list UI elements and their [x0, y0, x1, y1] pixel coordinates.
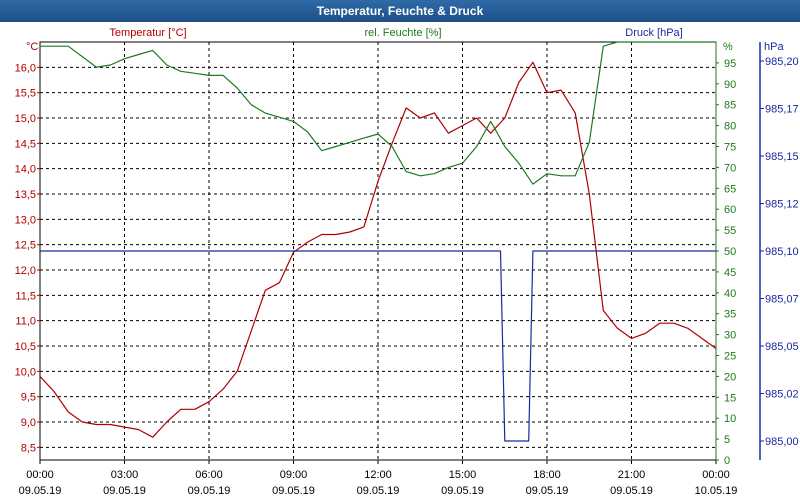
axis-labels: 00:00 09.05.19 03:00 09.05.19 06:00 09.05.19 0…: [15, 56, 799, 497]
x-tick-date: 10.05.19: [695, 485, 738, 497]
humidity-tick-label: 10: [724, 413, 736, 425]
x-tick-time: 15:00: [449, 469, 477, 481]
humidity-tick-label: 55: [724, 225, 736, 237]
humidity-tick-label: 0: [724, 455, 730, 467]
x-tick-time: 09:00: [280, 469, 308, 481]
temperature-tick-label: 12,5: [15, 240, 36, 252]
pressure-tick-label: 985,07: [765, 294, 799, 306]
series-group: [39, 41, 717, 442]
grid-lines: [37, 42, 764, 464]
x-tick-date: 09.05.19: [103, 485, 146, 497]
pressure-tick-label: 985,12: [765, 199, 799, 211]
humidity-tick-label: 45: [724, 267, 736, 279]
temperature-tick-label: 12,0: [15, 265, 36, 277]
humidity-tick-label: 15: [724, 392, 736, 404]
humidity-tick-label: 30: [724, 330, 736, 342]
humidity-tick-label: 60: [724, 204, 736, 216]
temperature-tick-label: 10,5: [15, 341, 36, 353]
temperature-tick-label: 8,5: [21, 442, 36, 454]
x-tick-date: 09.05.19: [188, 485, 231, 497]
pressure-tick-label: 985,05: [765, 341, 799, 353]
temperature-unit: °C: [26, 41, 38, 53]
pressure-line: [40, 250, 716, 442]
pressure-tick-label: 985,00: [765, 436, 799, 448]
humidity-tick-label: 20: [724, 371, 736, 383]
x-tick-date: 09.05.19: [357, 485, 400, 497]
humidity-tick-label: 75: [724, 142, 736, 154]
humidity-tick-label: 85: [724, 100, 736, 112]
pressure-unit: hPa: [764, 41, 784, 53]
x-tick-time: 00:00: [702, 469, 730, 481]
temperature-tick-label: 15,0: [15, 113, 36, 125]
humidity-tick-label: 65: [724, 183, 736, 195]
pressure-tick-label: 985,02: [765, 389, 799, 401]
temperature-line: [39, 61, 717, 438]
temperature-tick-label: 15,5: [15, 88, 36, 100]
humidity-tick-label: 5: [724, 434, 730, 446]
temperature-tick-label: 10,0: [15, 366, 36, 378]
humidity-tick-label: 50: [724, 246, 736, 258]
humidity-tick-label: 25: [724, 351, 736, 363]
pressure-tick-label: 985,15: [765, 151, 799, 163]
x-tick-time: 06:00: [195, 469, 223, 481]
x-tick-time: 12:00: [364, 469, 392, 481]
pressure-axis-label: Druck [hPa]: [625, 27, 682, 39]
x-tick-time: 21:00: [618, 469, 646, 481]
temperature-tick-label: 14,5: [15, 138, 36, 150]
x-tick-date: 09.05.19: [526, 485, 569, 497]
temperature-tick-label: 9,0: [21, 417, 36, 429]
pressure-tick-label: 985,10: [765, 246, 799, 258]
humidity-tick-label: 35: [724, 309, 736, 321]
humidity-tick-label: 80: [724, 121, 736, 133]
temperature-axis-label: Temperatur [°C]: [109, 27, 186, 39]
x-tick-date: 09.05.19: [19, 485, 62, 497]
humidity-tick-label: 90: [724, 79, 736, 91]
humidity-tick-label: 40: [724, 288, 736, 300]
x-tick-time: 03:00: [111, 469, 139, 481]
humidity-tick-label: 70: [724, 162, 736, 174]
pressure-tick-label: 985,17: [765, 104, 799, 116]
x-tick-date: 09.05.19: [441, 485, 484, 497]
temperature-tick-label: 9,5: [21, 392, 36, 404]
humidity-line: [40, 41, 716, 185]
x-tick-date: 09.05.19: [272, 485, 315, 497]
temperature-tick-label: 11,5: [15, 290, 36, 302]
x-tick-time: 00:00: [26, 469, 54, 481]
temperature-tick-label: 13,5: [15, 189, 36, 201]
humidity-unit: %: [723, 41, 733, 53]
temperature-tick-label: 13,0: [15, 214, 36, 226]
x-tick-time: 18:00: [533, 469, 561, 481]
pressure-tick-label: 985,20: [765, 56, 799, 68]
window-title: Temperatur, Feuchte & Druck: [0, 0, 800, 22]
temperature-tick-label: 11,0: [15, 316, 36, 328]
temperature-tick-label: 14,0: [15, 164, 36, 176]
temperature-tick-label: 16,0: [15, 62, 36, 74]
humidity-tick-label: 95: [724, 58, 736, 70]
x-tick-date: 09.05.19: [610, 485, 653, 497]
humidity-axis-label: rel. Feuchte [%]: [364, 27, 441, 39]
